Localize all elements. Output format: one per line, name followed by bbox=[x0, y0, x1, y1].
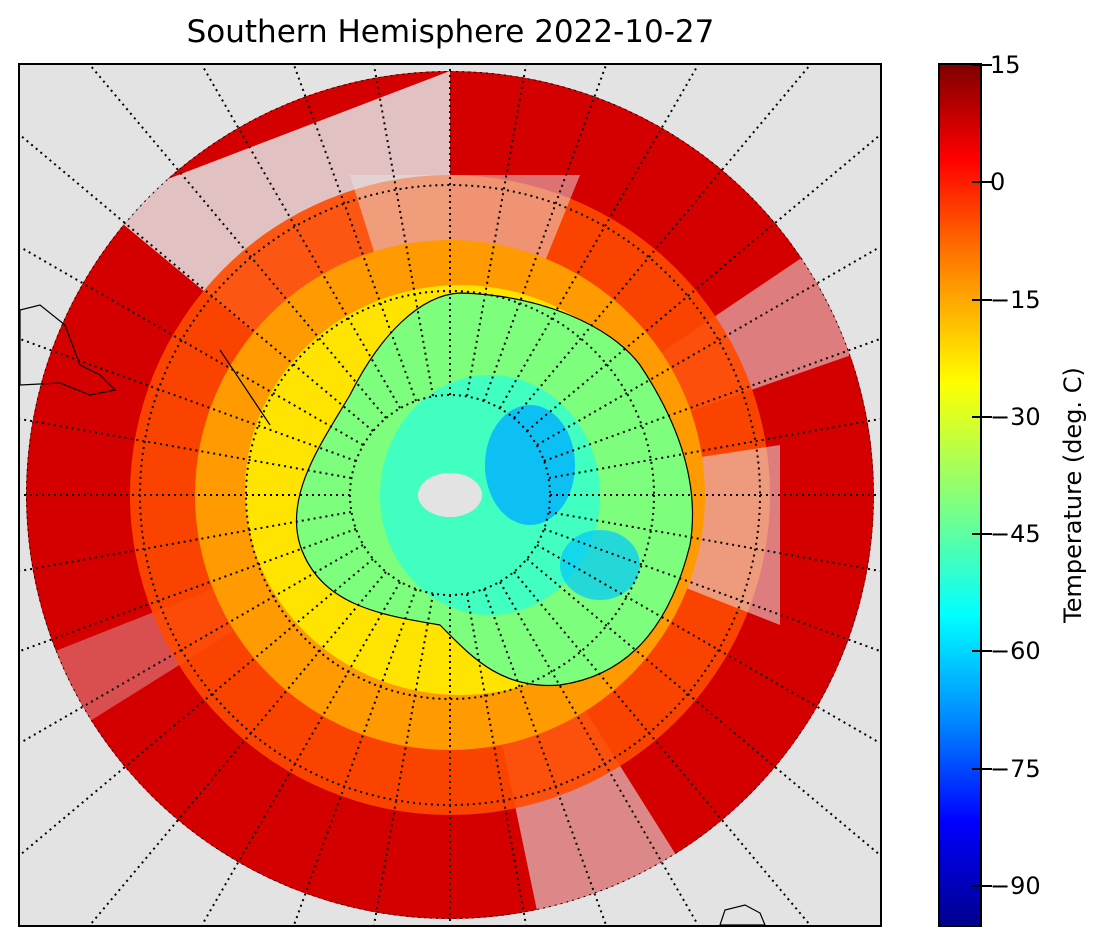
polar-map-svg bbox=[20, 65, 880, 925]
temperature-field bbox=[26, 71, 874, 919]
colorbar-tick bbox=[982, 298, 992, 301]
colorbar-tick-label: 0 bbox=[990, 168, 1006, 197]
polar-map[interactable] bbox=[18, 63, 882, 927]
south-america-coastline bbox=[20, 304, 117, 396]
colorbar-tick-inner bbox=[972, 181, 982, 184]
chart-title: Southern Hemisphere 2022-10-27 bbox=[186, 14, 715, 50]
colorbar-tick-inner bbox=[972, 64, 982, 66]
colorbar-tick-label: −30 bbox=[990, 402, 1041, 431]
colorbar-tick-inner bbox=[972, 298, 982, 301]
pole-gap bbox=[418, 473, 482, 517]
colorbar-tick-inner bbox=[972, 533, 982, 536]
cold-area bbox=[560, 530, 640, 600]
colorbar-tick bbox=[982, 415, 992, 418]
colorbar-tick-label: −90 bbox=[990, 871, 1041, 900]
meridian-lines bbox=[20, 65, 880, 925]
colorbar-tick bbox=[982, 64, 992, 66]
colorbar-tick-inner bbox=[972, 415, 982, 418]
colorbar-tick-inner bbox=[972, 650, 982, 653]
colorbar-tick-label: −60 bbox=[990, 637, 1041, 666]
colorbar-tick-label: −75 bbox=[990, 754, 1041, 783]
colorbar-label: Temperature (deg. C) bbox=[1059, 367, 1087, 623]
colorbar-tick bbox=[982, 767, 992, 770]
colorbar-tick-inner bbox=[972, 767, 982, 770]
colorbar-tick-label: 15 bbox=[990, 51, 1021, 79]
colorbar-tick bbox=[982, 533, 992, 536]
colorbar-tick-inner bbox=[972, 884, 982, 887]
colorbar-tick-label: −15 bbox=[990, 285, 1041, 314]
colorbar-tick bbox=[982, 884, 992, 887]
colorbar-tick bbox=[982, 181, 992, 184]
coastline bbox=[295, 292, 694, 687]
colorbar bbox=[938, 63, 982, 927]
peninsula-coastline bbox=[219, 349, 271, 426]
colorbar-tick-label: −45 bbox=[990, 520, 1041, 549]
coldest-area bbox=[485, 405, 575, 525]
new-zealand-coastline bbox=[719, 904, 766, 925]
colorbar-tick bbox=[982, 650, 992, 653]
